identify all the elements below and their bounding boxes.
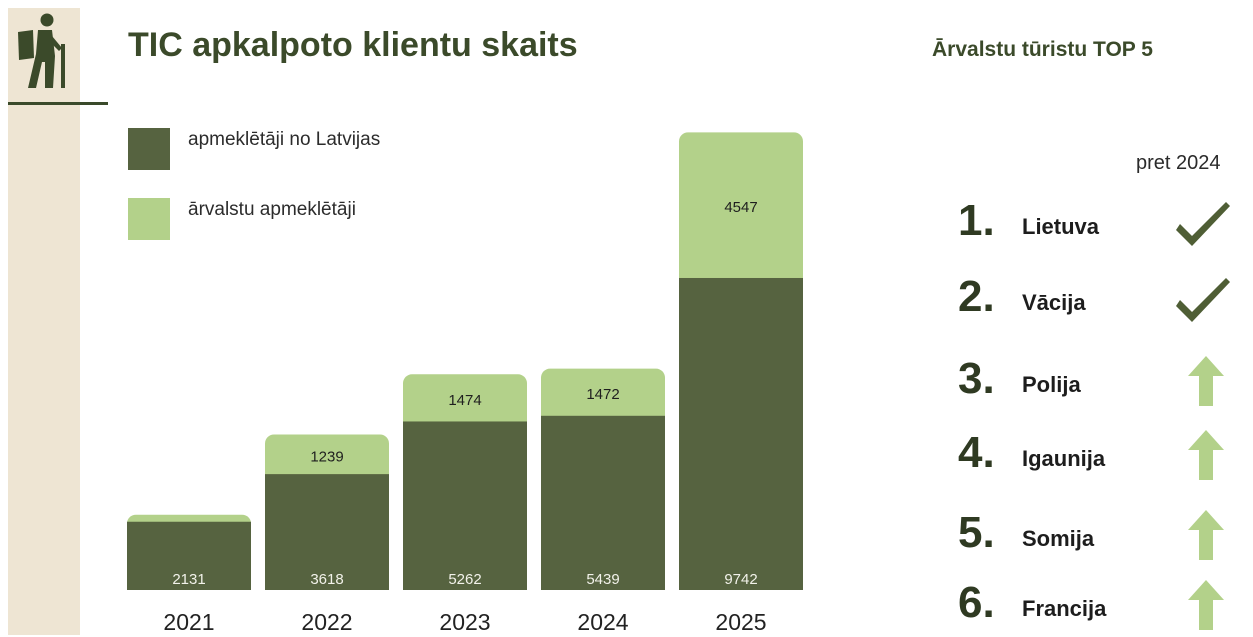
stacked-bar-chart: 2131 2021 3618 1239 2022 5262 1474 2023 5439 1472… — [127, 132, 803, 635]
x-tick-2025: 2025 — [715, 609, 766, 635]
bar-domestic-2023 — [403, 421, 527, 590]
bar-label-domestic-2023: 5262 — [448, 571, 481, 588]
rank-number: 1. — [958, 196, 995, 245]
bar-foreign-2023 — [403, 374, 527, 432]
legend-label-foreign: ārvalstu apmeklētāji — [188, 199, 356, 220]
rank-number: 2. — [958, 272, 995, 321]
side-strip — [8, 8, 80, 635]
top5-item: 2. Vācija — [958, 272, 1248, 328]
arrow-up-icon — [1166, 578, 1236, 632]
arrow-up-icon — [1166, 508, 1236, 562]
checkmark-icon — [1166, 196, 1236, 250]
top5-item: 1. Lietuva — [958, 196, 1248, 252]
top5-item: 4. Igaunija — [958, 428, 1248, 484]
legend-swatch-domestic — [128, 128, 170, 170]
legend-label-domestic: apmeklētāji no Latvijas — [188, 129, 381, 150]
top5-title: Ārvalstu tūristu TOP 5 — [932, 38, 1153, 61]
country-name: Polija — [1022, 372, 1081, 397]
chart-title: TIC apkalpoto klientu skaits — [128, 26, 578, 64]
bar-label-foreign-2023: 1474 — [448, 392, 481, 409]
bar-domestic-2025 — [679, 277, 803, 590]
bar-domestic-2024 — [541, 415, 665, 590]
bar-foreign-2025 — [679, 132, 803, 288]
top5-item: 5. Somija — [958, 508, 1248, 564]
x-tick-2024: 2024 — [577, 609, 628, 635]
rank-number: 3. — [958, 354, 995, 403]
x-tick-2022: 2022 — [301, 609, 352, 635]
header-rule — [8, 102, 108, 105]
arrow-up-icon — [1166, 354, 1236, 408]
top5-item: 3. Polija — [958, 354, 1248, 410]
country-name: Igaunija — [1022, 446, 1106, 471]
bar-label-foreign-2024: 1472 — [586, 386, 619, 403]
bar-label-domestic-2022: 3618 — [310, 571, 343, 588]
checkmark-icon — [1166, 272, 1236, 326]
hiker-icon — [18, 13, 65, 88]
x-tick-2023: 2023 — [439, 609, 490, 635]
top5-item: 6. Francija — [958, 578, 1248, 634]
rank-number: 4. — [958, 428, 995, 477]
bar-foreign-2024 — [541, 368, 665, 426]
compare-header: pret 2024 — [1136, 152, 1221, 174]
bar-label-domestic-2024: 5439 — [586, 571, 619, 588]
x-tick-2021: 2021 — [163, 609, 214, 635]
country-name: Somija — [1022, 526, 1095, 551]
bar-label-domestic-2021: 2131 — [172, 571, 205, 588]
rank-number: 6. — [958, 578, 995, 627]
bar-foreign-2022 — [265, 434, 389, 485]
country-name: Francija — [1022, 596, 1107, 621]
arrow-up-icon — [1166, 428, 1236, 482]
country-name: Vācija — [1022, 290, 1086, 315]
bar-domestic-2021 — [127, 521, 251, 590]
country-name: Lietuva — [1022, 214, 1100, 239]
rank-number: 5. — [958, 508, 995, 557]
bar-domestic-2022 — [265, 474, 389, 590]
legend-swatch-foreign — [128, 198, 170, 240]
bar-label-domestic-2025: 9742 — [724, 571, 757, 588]
bar-label-foreign-2022: 1239 — [310, 448, 343, 465]
bar-label-foreign-2025: 4547 — [724, 199, 757, 216]
